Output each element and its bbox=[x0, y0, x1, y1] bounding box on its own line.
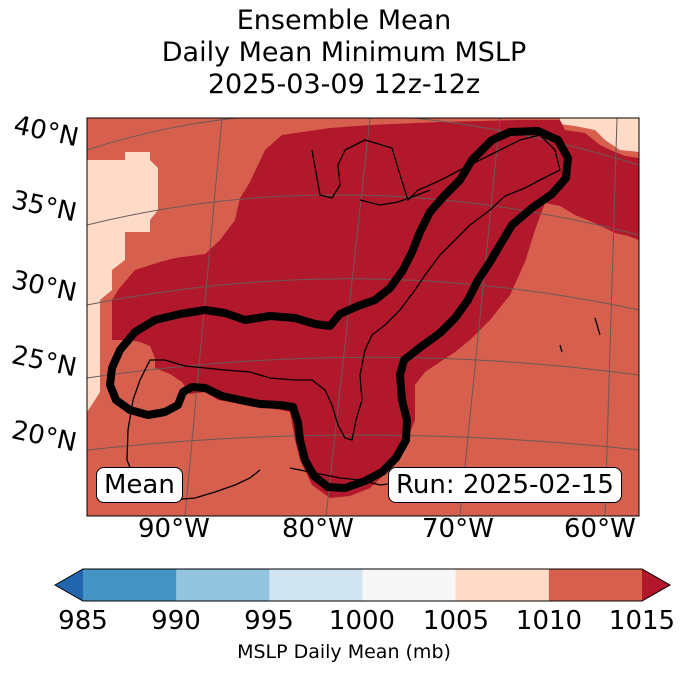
colorbar-segment bbox=[362, 569, 457, 601]
lon-label-80w: 80°W bbox=[282, 514, 354, 544]
contour-1015-outline bbox=[106, 127, 572, 492]
colorbar-extend-low bbox=[55, 569, 83, 601]
colorbar-tick: 995 bbox=[244, 606, 294, 636]
title-line-3: 2025-03-09 12z-12z bbox=[207, 69, 481, 100]
colorbar-label: MSLP Daily Mean (mb) bbox=[237, 641, 451, 663]
colorbar-segment bbox=[269, 569, 363, 601]
colorbar-tick: 1005 bbox=[422, 606, 490, 636]
lon-label-60w: 60°W bbox=[564, 514, 636, 544]
colorbar-segment bbox=[83, 569, 177, 601]
lon-label-90w: 90°W bbox=[138, 514, 210, 544]
title-line-2: Daily Mean Minimum MSLP bbox=[161, 37, 527, 68]
colorbar bbox=[53, 568, 672, 602]
map-panel bbox=[87, 118, 639, 516]
colorbar-tick: 1015 bbox=[608, 606, 676, 636]
lon-label-70w: 70°W bbox=[422, 514, 494, 544]
colorbar-tick: 1000 bbox=[328, 606, 396, 636]
colorbar-segment bbox=[548, 569, 643, 601]
colorbar-outline bbox=[53, 568, 672, 602]
mean-label-box: Mean bbox=[96, 467, 183, 503]
colorbar-tick: 1010 bbox=[515, 606, 583, 636]
shading-1005-1010-northeast bbox=[560, 118, 639, 152]
coastlines bbox=[126, 134, 601, 501]
shading-1005-1010-west bbox=[87, 152, 158, 412]
title-line-1: Ensemble Mean bbox=[236, 5, 452, 36]
run-date-box: Run: 2025-02-15 bbox=[388, 467, 622, 503]
colorbar-tick: 985 bbox=[58, 606, 108, 636]
map-frame bbox=[86, 117, 640, 517]
colorbar-segment bbox=[176, 569, 270, 601]
colorbar-tick: 990 bbox=[151, 606, 201, 636]
colorbar-extend-high bbox=[642, 569, 670, 601]
colorbar-segment bbox=[455, 569, 550, 601]
